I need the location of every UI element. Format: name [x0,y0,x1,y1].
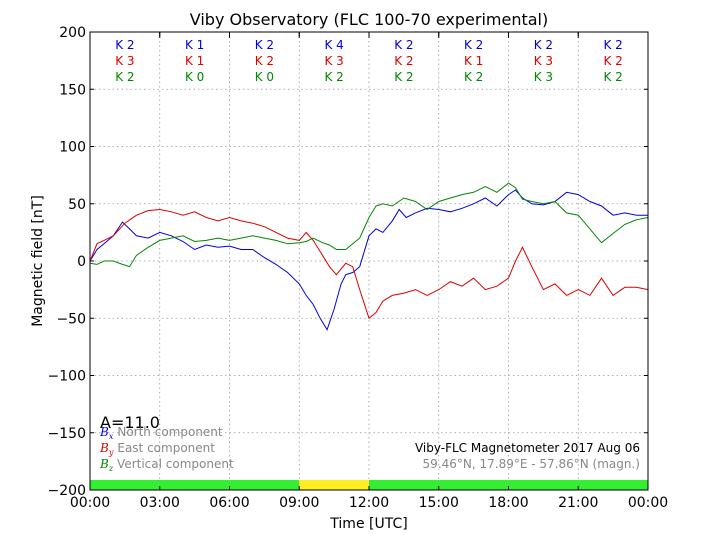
x-tick-label: 00:00 [628,495,668,511]
x-tick-label: 00:00 [70,495,110,511]
y-tick-label: 150 [59,82,86,98]
legend-north-symbol: B [99,425,109,439]
k-index-east: K 2 [255,54,274,68]
k-index-vertical: K 2 [115,70,134,84]
k-index-vertical: K 0 [255,70,274,84]
y-axis-label: Magnetic field [nT] [30,195,46,327]
legend-east-sub: y [108,448,114,457]
activity-segment [299,480,369,490]
y-tick-label: −150 [48,426,86,442]
y-tick-label: 50 [68,197,86,213]
legend-east-label: East component [117,441,215,455]
legend-east: By East component [99,441,215,457]
y-tick-label: −100 [48,369,86,385]
legend-vertical: Bz Vertical component [99,457,234,473]
k-index-north: K 4 [324,38,343,52]
legend-east-symbol: B [99,441,109,455]
k-index-east: K 1 [185,54,204,68]
a-index: A=11.0 [100,413,160,432]
k-index-north: K 2 [534,38,553,52]
legend-north: Bx North component [99,425,223,441]
x-tick-label: 03:00 [140,495,180,511]
k-index-north: K 1 [185,38,204,52]
y-tick-label: 100 [59,140,86,156]
activity-segment [90,480,300,490]
x-tick-label: 09:00 [279,495,319,511]
axis-ticks: 00:00 03:00 06:00 09:00 12:00 15:00 18:00 21:00… [48,25,669,511]
k-index-vertical: K 2 [603,70,622,84]
grid-lines [90,32,648,490]
activity-bar [90,480,648,490]
k-index-north: K 2 [603,38,622,52]
x-axis-label: Time [UTC] [329,516,407,532]
k-index-east: K 2 [394,54,413,68]
legend-vertical-symbol: B [99,457,109,471]
k-index-table: K 2 K 1 K 2 K 4 K 2 K 2 K 2 K 2 K 3 K 1 K 2 K 3 K 2 K… [115,32,623,84]
x-tick-label: 21:00 [558,495,598,511]
k-index-north: K 2 [115,38,134,52]
k-index-vertical: K 2 [394,70,413,84]
y-tick-label: −200 [48,483,86,499]
data-lines [89,182,649,331]
x-tick-label: 15:00 [419,495,459,511]
series-line-vertical [89,182,649,268]
k-index-vertical: K 3 [534,70,553,84]
info-line-1: Viby-FLC Magnetometer 2017 Aug 06 [415,441,640,455]
k-index-east: K 1 [464,54,483,68]
k-index-east: K 3 [534,54,553,68]
legend-north-sub: x [109,432,114,441]
legend: Bx North component By East component Bz Ver… [99,425,234,473]
k-index-vertical: K 2 [464,70,483,84]
x-tick-label: 06:00 [209,495,249,511]
x-tick-label: 18:00 [488,495,528,511]
x-tick-label: 12:00 [349,495,389,511]
k-index-vertical: K 2 [324,70,343,84]
legend-vertical-label: Vertical component [117,457,234,471]
y-tick-label: 0 [77,254,86,270]
k-index-vertical: K 0 [185,70,204,84]
k-index-east: K 3 [115,54,134,68]
y-tick-label: 200 [59,25,86,41]
chart-title: Viby Observatory (FLC 100-70 experimenta… [190,10,549,29]
k-index-east: K 2 [603,54,622,68]
info-line-2: 59.46°N, 17.89°E - 57.86°N (magn.) [423,457,640,471]
legend-vertical-sub: z [108,464,114,473]
k-index-east: K 3 [324,54,343,68]
activity-segment [369,480,648,490]
legend-north-label: North component [117,425,223,439]
k-index-north: K 2 [255,38,274,52]
k-index-north: K 2 [394,38,413,52]
k-index-north: K 2 [464,38,483,52]
series-line-north [89,189,648,331]
y-tick-label: −50 [56,311,86,327]
series-line-east [89,208,649,320]
